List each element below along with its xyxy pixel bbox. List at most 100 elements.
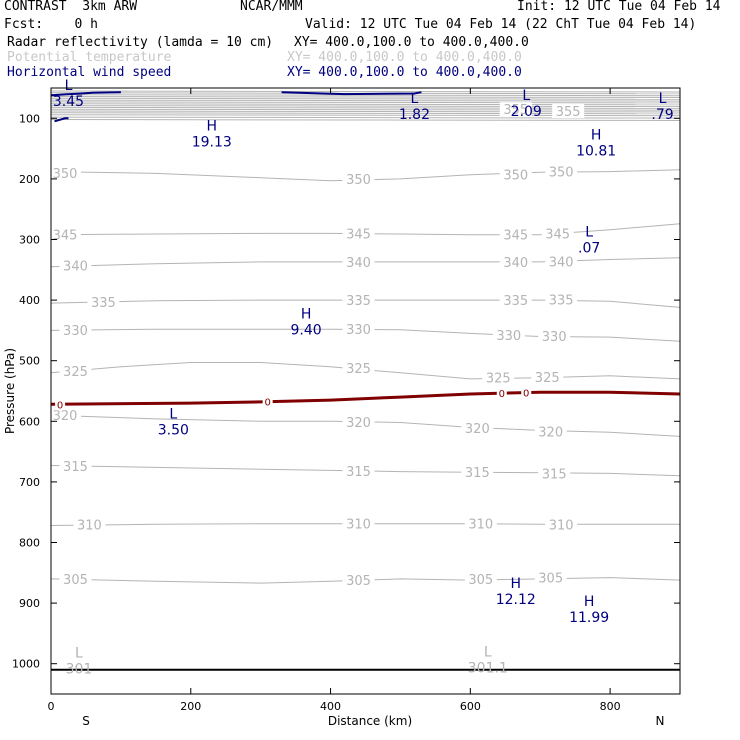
theta-label-bg	[545, 292, 578, 307]
freezing-level-label: 0	[523, 389, 529, 400]
wind-extremum-value: 9.40	[291, 322, 322, 338]
theta-label-bg	[48, 165, 81, 180]
field-reflectivity-xy: XY= 400.0,100.0 to 400.0,400.0	[294, 35, 529, 50]
theta-extremum-value: 301.1	[468, 660, 508, 676]
field-theta-name: Potential temperature	[7, 50, 172, 65]
theta-label-bg	[342, 573, 375, 588]
theta-label-bg	[492, 328, 525, 343]
theta-contour-label: 320	[538, 426, 563, 441]
wind-extremum-value: 11.99	[569, 610, 609, 626]
theta-label-bg	[342, 293, 375, 308]
theta-label-bg	[499, 254, 532, 269]
theta-contour-label: 340	[346, 256, 371, 271]
theta-label-bg	[541, 226, 574, 241]
upper-theta-contour	[50, 94, 681, 97]
y-tick-label: 700	[19, 476, 40, 489]
theta-contour-label: 305	[538, 572, 563, 587]
theta-label-bg	[499, 293, 532, 308]
theta-label-bg	[538, 466, 571, 481]
y-tick-label: 400	[19, 294, 40, 307]
y-tick-label: 200	[19, 173, 40, 186]
theta-label-bg	[545, 517, 578, 532]
y-tick-label: 100	[19, 112, 40, 125]
wind-extremum-H: H	[584, 594, 595, 610]
theta-contour-label: 350	[503, 169, 528, 184]
theta-contour-label: 345	[53, 229, 78, 244]
org-label: NCAR/MMM	[240, 0, 303, 14]
theta-contour-label: 305	[346, 574, 371, 589]
theta-label-bg	[464, 571, 497, 586]
theta-contour-label: 330	[542, 330, 567, 345]
theta-label-bg	[73, 517, 106, 532]
freezing-label-bg	[521, 386, 532, 399]
theta-contour-label: 315	[63, 460, 88, 475]
theta-contour-310	[50, 523, 680, 526]
wind-extremum-L: L	[585, 225, 593, 241]
theta-contour-label: 310	[468, 518, 493, 533]
upper-theta-contour	[50, 110, 681, 113]
endpoint-right-label: N	[656, 714, 665, 728]
freezing-label-bg	[496, 387, 507, 400]
theta-contour-label: 335	[346, 294, 371, 309]
theta-extremum-value: 301	[66, 662, 93, 678]
theta-label-bg	[531, 370, 564, 385]
theta-label-bg	[342, 254, 375, 269]
wind-contour	[281, 91, 422, 96]
y-axis-title: Pressure (hPa)	[3, 348, 17, 434]
theta-contour-label: 325	[535, 371, 560, 386]
theta-contour-label: 355	[503, 103, 528, 118]
wind-extremum-value: 19.13	[192, 134, 232, 150]
endpoint-left-label: S	[82, 714, 90, 728]
theta-contour-label: 335	[503, 294, 528, 309]
theta-contour-345	[50, 223, 681, 236]
wind-extremum-L: L	[659, 91, 667, 107]
theta-contour-label: 305	[468, 573, 493, 588]
y-tick-label: 1000	[12, 658, 40, 671]
upper-theta-contour	[50, 97, 681, 100]
theta-contour-label: 305	[63, 573, 88, 588]
theta-label-bg	[534, 424, 567, 439]
theta-label-bg	[538, 328, 571, 343]
wind-extremum-value: 3.50	[158, 422, 189, 438]
theta-label-bg	[342, 360, 375, 375]
theta-extremum-L: L	[484, 644, 492, 660]
theta-label-bg	[499, 167, 532, 182]
theta-label-bg	[342, 414, 375, 429]
wind-contour	[50, 91, 121, 97]
theta-contour-label: 315	[465, 466, 490, 481]
wind-extremum-L: L	[169, 406, 177, 422]
theta-label-bg	[534, 570, 567, 585]
y-tick-label: 600	[19, 415, 40, 428]
field-wind-xy: XY= 400.0,100.0 to 400.0,400.0	[287, 65, 522, 80]
theta-label-bg	[48, 227, 81, 242]
field-theta-xy: XY= 400.0,100.0 to 400.0,400.0	[287, 50, 522, 65]
forecast-hour: Fcst: 0 h	[4, 17, 98, 32]
theta-contour-label: 325	[346, 362, 371, 377]
theta-contour-315	[50, 465, 681, 477]
theta-label-bg	[461, 465, 494, 480]
theta-contour-label: 330	[63, 324, 88, 339]
theta-label-bg	[499, 102, 532, 117]
theta-label-bg	[545, 254, 578, 269]
theta-contour-label: 325	[63, 365, 88, 380]
theta-label-bg	[59, 322, 92, 337]
wind-extremum-L: L	[65, 78, 73, 94]
plot-frame	[50, 87, 681, 695]
theta-contour-label: 320	[53, 409, 78, 424]
wind-extremum-value: 2.09	[511, 104, 542, 120]
upper-theta-contour	[50, 114, 681, 117]
freezing-label-bg	[262, 395, 273, 408]
freezing-level-label: 0	[57, 400, 63, 411]
wind-extremum-L: L	[522, 88, 530, 104]
wind-extremum-H: H	[591, 128, 602, 144]
theta-contour-label: 310	[346, 518, 371, 533]
x-tick-label: 200	[180, 700, 201, 713]
theta-extremum-L: L	[75, 646, 83, 662]
theta-contour-350	[50, 169, 681, 182]
theta-contour-label: 310	[549, 518, 574, 533]
freezing-level-label: 0	[264, 398, 270, 409]
theta-contour-label: 320	[346, 416, 371, 431]
theta-label-bg	[59, 459, 92, 474]
freezing-label-bg	[55, 398, 66, 411]
field-wind-name: Horizontal wind speed	[7, 65, 172, 80]
